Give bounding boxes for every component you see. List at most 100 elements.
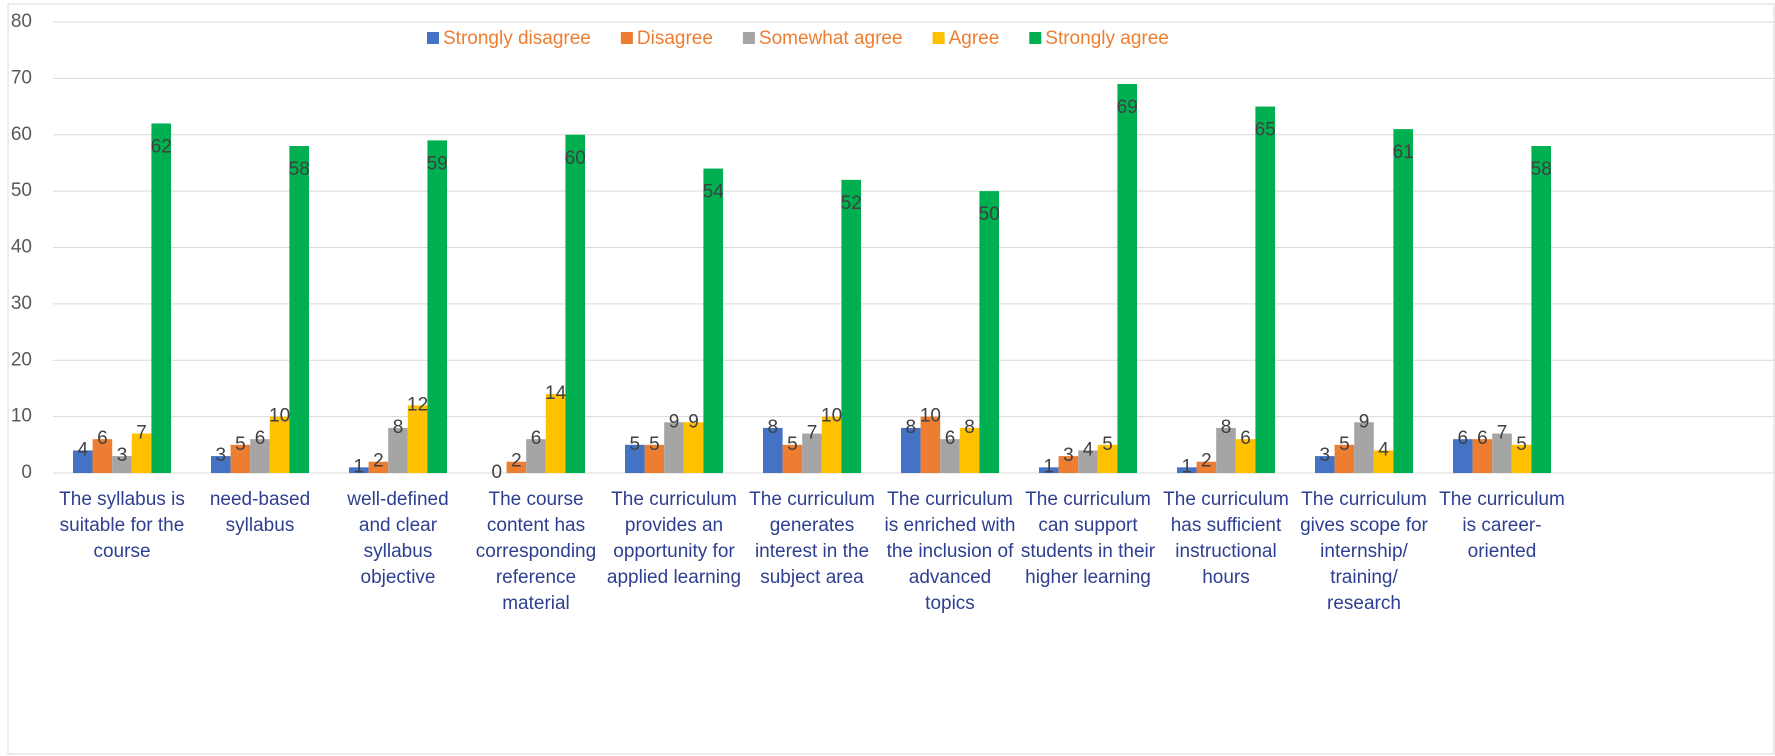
bar — [1097, 444, 1118, 473]
bar — [1393, 129, 1413, 474]
x-tick-label: The curriculum generates interest in the… — [749, 489, 875, 588]
data-label: 3 — [1063, 445, 1074, 466]
bar — [112, 456, 132, 473]
bar — [1235, 439, 1256, 473]
bar — [349, 467, 369, 473]
data-label: 9 — [669, 411, 680, 432]
data-label: 6 — [1477, 428, 1488, 449]
x-tick-label: The syllabus is suitable for the course — [59, 489, 185, 562]
x-tick-label: The course content has corresponding ref… — [475, 489, 597, 614]
x-tick-label: well-defined and clear syllabus objectiv… — [347, 489, 449, 588]
data-label: 59 — [427, 153, 448, 174]
data-label: 6 — [945, 428, 956, 449]
legend-label: Strongly agree — [1045, 28, 1169, 49]
data-label: 3 — [117, 445, 128, 466]
y-tick-label: 10 — [11, 406, 32, 427]
data-label: 7 — [1497, 423, 1508, 444]
legend-swatch — [742, 32, 755, 44]
data-label: 6 — [1458, 428, 1469, 449]
data-label: 5 — [1102, 434, 1113, 455]
data-label: 2 — [373, 451, 384, 472]
data-label: 3 — [216, 445, 227, 466]
data-label: 4 — [1378, 439, 1389, 460]
legend-swatch — [427, 32, 439, 44]
x-tick-label: The curriculum is enriched with the incl… — [884, 489, 1016, 614]
x-tick-label: The curriculum provides an opportunity f… — [606, 489, 742, 588]
y-tick-label: 50 — [11, 180, 32, 201]
bar — [388, 427, 408, 473]
data-label: 5 — [787, 434, 798, 455]
bar — [289, 146, 309, 473]
x-tick-label: The curriculum has sufficient instructio… — [1163, 489, 1289, 588]
bar — [1039, 467, 1059, 473]
data-label: 61 — [1393, 142, 1414, 163]
legend-label: Agree — [949, 28, 1000, 49]
data-label: 58 — [1531, 159, 1552, 180]
legend-swatch — [620, 32, 633, 44]
bar — [802, 433, 822, 473]
bar — [1255, 106, 1275, 473]
bar — [763, 427, 783, 473]
y-tick-label: 80 — [11, 11, 32, 32]
bar — [1472, 439, 1493, 473]
data-label: 4 — [1083, 439, 1094, 460]
data-label: 10 — [920, 406, 941, 427]
data-label: 9 — [688, 411, 699, 432]
data-label: 54 — [703, 182, 725, 203]
data-label: 10 — [269, 406, 290, 427]
x-tick-label: The curriculum can support students in t… — [1020, 489, 1156, 588]
data-label: 5 — [1339, 434, 1350, 455]
data-label: 52 — [841, 193, 862, 214]
y-tick-label: 30 — [11, 293, 32, 314]
data-label: 5 — [1516, 434, 1527, 455]
bar — [782, 444, 803, 473]
data-label: 9 — [1359, 411, 1370, 432]
x-tick-label: need-based syllabus — [209, 489, 311, 536]
legend-swatch — [932, 32, 945, 44]
bar — [151, 123, 171, 473]
bar — [1058, 456, 1079, 473]
bar — [821, 416, 842, 473]
data-label: 8 — [768, 417, 779, 438]
bar — [1492, 433, 1512, 473]
bar — [979, 191, 999, 473]
y-tick-label: 40 — [11, 237, 32, 258]
bar — [526, 439, 546, 473]
bar — [1334, 444, 1355, 473]
bar — [427, 140, 447, 473]
bar — [1354, 422, 1374, 473]
data-label: 10 — [821, 406, 842, 427]
bar — [1078, 450, 1098, 473]
x-tick-label: The curriculum gives scope for internshi… — [1300, 489, 1428, 614]
bar — [959, 427, 980, 473]
data-label: 50 — [979, 204, 1000, 225]
legend-label: Strongly disagree — [443, 28, 591, 49]
data-label: 2 — [511, 451, 522, 472]
bar — [841, 179, 861, 473]
data-label: 65 — [1255, 120, 1276, 141]
data-label: 69 — [1117, 97, 1138, 118]
data-label: 4 — [78, 439, 89, 460]
data-label: 5 — [235, 434, 246, 455]
data-label: 1 — [1044, 456, 1055, 477]
bar — [1177, 467, 1197, 473]
bar — [368, 461, 389, 473]
bar — [1453, 439, 1473, 473]
bar — [73, 450, 93, 473]
bar — [92, 439, 113, 473]
bar — [545, 394, 566, 473]
bar — [920, 416, 941, 473]
data-label: 12 — [407, 394, 428, 415]
bar — [269, 416, 290, 473]
x-tick-label: The curriculum is career-oriented — [1439, 489, 1565, 562]
data-label: 8 — [906, 417, 917, 438]
data-label: 5 — [630, 434, 641, 455]
data-label: 3 — [1320, 445, 1331, 466]
data-label: 6 — [1240, 428, 1251, 449]
bar — [644, 444, 665, 473]
data-label: 62 — [151, 136, 172, 157]
legend-label: Somewhat agree — [759, 28, 903, 49]
data-label: 6 — [531, 428, 542, 449]
data-label: 1 — [1182, 456, 1193, 477]
